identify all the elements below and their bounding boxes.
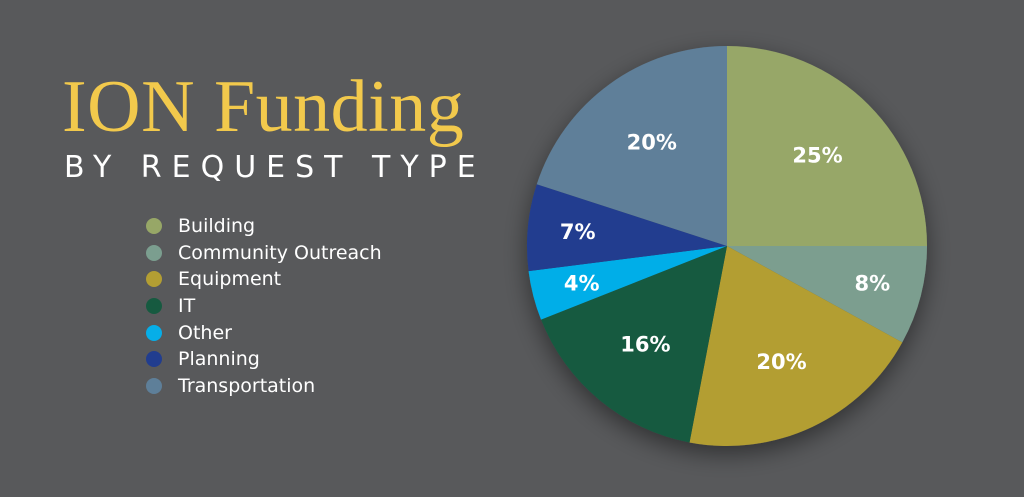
legend-label: Transportation <box>178 374 316 397</box>
legend-item: IT <box>146 293 382 320</box>
pie-slices <box>527 46 927 446</box>
legend-swatch <box>146 298 162 315</box>
pie-slice <box>541 246 727 443</box>
legend-swatch <box>146 244 162 261</box>
legend-item: Building <box>146 213 382 240</box>
slice-percent-label: 20% <box>756 350 806 374</box>
pie-slice <box>536 46 727 246</box>
legend-item: Other <box>146 319 382 346</box>
legend-label: Building <box>178 215 256 238</box>
legend-item: Equipment <box>146 266 382 293</box>
pie-slice <box>727 246 927 343</box>
legend-item: Planning <box>146 346 382 373</box>
slice-percent-label: 20% <box>627 130 677 154</box>
pie-slice <box>689 246 903 446</box>
pie-labels: 25% 8% 20% 16% 4% 7% 20% <box>560 130 890 373</box>
slice-percent-label: 16% <box>620 333 670 357</box>
legend-swatch <box>146 324 162 341</box>
legend-swatch <box>146 271 162 288</box>
slice-percent-label: 25% <box>792 143 842 167</box>
slice-percent-label: 4% <box>564 271 600 295</box>
legend-item: Transportation <box>146 373 382 400</box>
slice-percent-label: 8% <box>854 271 890 295</box>
legend: Building Community Outreach Equipment IT Oth… <box>146 213 382 399</box>
pie-slice <box>528 246 727 320</box>
pie-slice <box>527 184 727 272</box>
legend-label: Equipment <box>178 268 282 291</box>
legend-item: Community Outreach <box>146 240 382 267</box>
legend-label: Other <box>178 321 232 344</box>
legend-swatch <box>146 351 162 368</box>
legend-label: Planning <box>178 348 260 371</box>
legend-swatch <box>146 218 162 235</box>
chart-subtitle: BY REQUEST TYPE <box>64 150 486 185</box>
slice-percent-label: 7% <box>560 220 596 244</box>
pie-slice <box>727 46 927 246</box>
legend-swatch <box>146 377 162 394</box>
legend-label: IT <box>178 295 196 318</box>
chart-title: ION Funding <box>62 66 465 148</box>
legend-label: Community Outreach <box>178 241 382 264</box>
